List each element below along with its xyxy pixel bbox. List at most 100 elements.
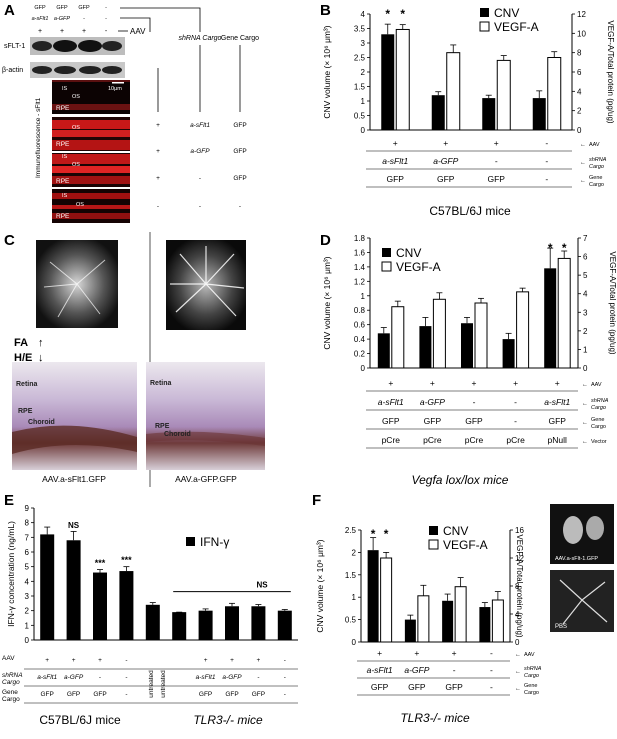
if3-aav: + xyxy=(156,175,160,182)
blot-header-r3c3: + xyxy=(82,28,86,35)
legend-cnv-swatch xyxy=(480,8,489,17)
panel-label-c: C xyxy=(4,232,15,249)
if1-gene: GFP xyxy=(233,122,246,129)
e-gene-cell-8: - xyxy=(284,691,286,698)
svg-text:↓: ↓ xyxy=(38,352,44,364)
aav-cell-0: + xyxy=(393,138,398,148)
vector-cell-4: pNull xyxy=(548,435,567,445)
if4-shrna: - xyxy=(199,203,201,210)
e-untreated-2: untreated xyxy=(160,670,167,698)
aav-cell-3: - xyxy=(490,648,493,658)
he-left-rpe: RPE xyxy=(18,408,33,415)
row-label-shrna: shRNA xyxy=(591,398,609,404)
left-tick-label-3: 1.5 xyxy=(354,83,366,92)
if4-is: IS xyxy=(62,193,68,199)
right-tick-label-4: 4 xyxy=(583,290,588,299)
if1-aav: + xyxy=(156,122,160,129)
e-aav-cell-5: + xyxy=(204,657,208,664)
e-aav-cell-2: + xyxy=(98,657,102,664)
y-axis-label-right: VEGF-A/Total protein (pg/ug) xyxy=(608,251,617,354)
e-tick-label-5: 5 xyxy=(25,563,30,572)
aav-cell-2: + xyxy=(452,648,457,658)
he-caption-left: AAV.a-sFlt1.GFP xyxy=(42,474,106,484)
if2-os: OS xyxy=(72,125,80,131)
if2-shrna: a-GFP xyxy=(190,148,210,155)
row-arrow-shrna: ← xyxy=(580,160,586,166)
e-tick-label-6: 6 xyxy=(25,548,30,557)
sig-ns-2: NS xyxy=(256,581,268,590)
he-left-choroid: Choroid xyxy=(28,419,55,426)
panel-f-chart: 0 0.5 1 1.5 2 2.5 0 4 8 12 16 CNV volume (× 10⁶ μm³… xyxy=(315,504,614,725)
group-label-d: Vegfa lox/lox mice xyxy=(412,473,509,487)
e-group-2: TLR3-/- mice xyxy=(193,713,263,727)
row-label-vector: Vector xyxy=(591,439,607,445)
shrna-cell-1: a-GFP xyxy=(433,156,458,166)
e-tick-label-1: 1 xyxy=(25,621,30,630)
panel-d-chart: 0 0.2 0.4 0.6 0.8 1 1.2 1.4 1.6 1.8 0 1 2 3 4 5 6 7 CNV vo… xyxy=(322,234,617,487)
ifn-bar xyxy=(172,612,187,640)
left-tick-label-3: 0.6 xyxy=(354,321,366,330)
row-arrow-gene: ← xyxy=(582,420,588,426)
cnv-bar xyxy=(482,98,496,130)
shrna-cell-1: a-GFP xyxy=(404,665,429,675)
panel-c: FA ↑ H/E ↓ Retina RPE Choroid Retina RPE… xyxy=(0,232,305,487)
y-axis-label-left: CNV volume (× 10⁶ μm³) xyxy=(322,25,332,118)
y-axis-label-left: CNV volume (× 10⁶ μm³) xyxy=(315,539,325,632)
legend-vegf-label: VEGF-A xyxy=(396,260,441,274)
blot-row-actin: β-actin xyxy=(2,67,23,74)
gene-cell-1: GFP xyxy=(424,416,442,426)
e-gene-cell-7: GFP xyxy=(252,691,265,698)
shrna-cell-1: a-GFP xyxy=(420,397,445,407)
gene-cell-3: - xyxy=(545,174,548,184)
cnv-bar xyxy=(431,95,445,130)
if4-gene: - xyxy=(239,203,241,210)
vegf-bar xyxy=(496,59,511,131)
gene-cell-4: GFP xyxy=(548,416,566,426)
row-label-gene: Gene xyxy=(591,417,604,423)
shrna-cell-0: a-sFlt1 xyxy=(367,665,393,675)
sig-star-cnv: * xyxy=(385,7,390,21)
row-label-gene: Gene xyxy=(524,683,537,689)
e-shrna-cell-0: a-sFlt1 xyxy=(37,674,57,681)
row-arrow-shrna: ← xyxy=(515,669,521,675)
shrna-cell-4: a-sFlt1 xyxy=(544,397,570,407)
left-tick-label-6: 1.2 xyxy=(354,277,366,286)
if1-os: OS xyxy=(72,94,80,100)
right-tick-label-5: 10 xyxy=(577,29,586,38)
shrna-cell-0: a-sFlt1 xyxy=(382,156,408,166)
aav-cell-4: + xyxy=(555,378,560,388)
vegf-bar xyxy=(547,57,562,131)
right-tick-label-2: 4 xyxy=(577,87,582,96)
left-tick-label-0: 0 xyxy=(361,126,366,135)
left-tick-label-4: 2 xyxy=(352,548,357,557)
he-label: H/E xyxy=(14,352,32,364)
left-tick-label-4: 0.8 xyxy=(354,306,366,315)
if1-rpe: RPE xyxy=(56,105,70,112)
vegf-bar xyxy=(474,302,488,369)
row-arrow-gene: ← xyxy=(580,178,586,184)
gene-cell-0: GFP xyxy=(371,682,389,692)
left-tick-label-3: 1.5 xyxy=(345,571,357,580)
ifn-bar xyxy=(40,534,55,640)
f-image-top-blob2 xyxy=(586,516,604,540)
e-shrna-cell-2: - xyxy=(99,674,101,681)
row-arrow-aav: ← xyxy=(580,142,586,148)
row-label2-shrna: Cargo xyxy=(589,164,604,170)
blot-header-r2c3: - xyxy=(83,16,85,22)
vegf-bar xyxy=(557,257,571,369)
shrna-cell-3: - xyxy=(545,156,548,166)
if4-aav: - xyxy=(157,203,159,210)
ifn-bar xyxy=(66,540,81,640)
row-arrow-vector: ← xyxy=(582,439,588,445)
y-axis-label-right: VEGF-A/Total protein (pg/ug) xyxy=(515,534,524,637)
shrna-cell-2: - xyxy=(495,156,498,166)
panel-label-e: E xyxy=(4,492,15,509)
scale-bar-label: 10μm xyxy=(108,86,122,92)
right-tick-label-5: 5 xyxy=(583,271,588,280)
left-tick-label-2: 0.4 xyxy=(354,335,366,344)
gene-cell-1: GFP xyxy=(437,174,455,184)
f-image-bottom-vessels xyxy=(559,579,608,625)
panel-f: 0 0.5 1 1.5 2 2.5 0 4 8 12 16 CNV volume (× 10⁶ μm³… xyxy=(305,492,617,734)
vector-cell-3: pCre xyxy=(506,435,525,445)
row-label-aav: AAV xyxy=(589,142,600,148)
